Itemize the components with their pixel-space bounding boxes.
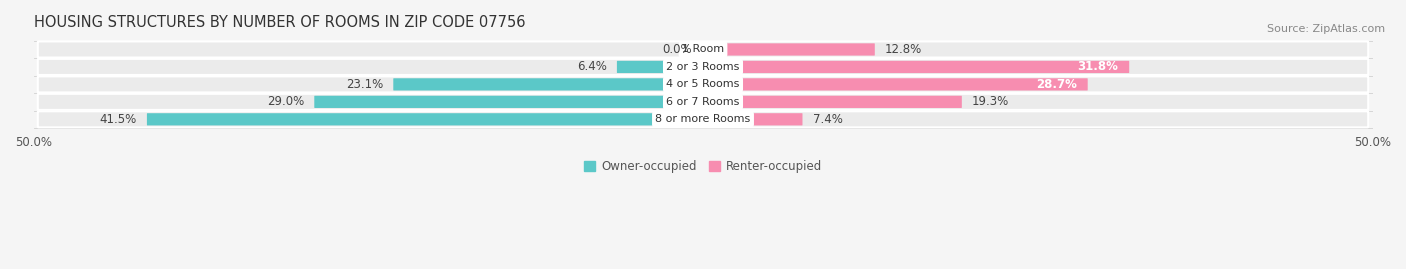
Text: 31.8%: 31.8% <box>1077 61 1118 73</box>
FancyBboxPatch shape <box>394 78 703 90</box>
FancyBboxPatch shape <box>617 61 703 73</box>
Text: 2 or 3 Rooms: 2 or 3 Rooms <box>666 62 740 72</box>
Text: 8 or more Rooms: 8 or more Rooms <box>655 114 751 124</box>
Text: 41.5%: 41.5% <box>100 113 136 126</box>
Text: HOUSING STRUCTURES BY NUMBER OF ROOMS IN ZIP CODE 07756: HOUSING STRUCTURES BY NUMBER OF ROOMS IN… <box>34 15 524 30</box>
FancyBboxPatch shape <box>38 59 1368 75</box>
Text: 29.0%: 29.0% <box>267 95 304 108</box>
Text: 0.0%: 0.0% <box>662 43 692 56</box>
Text: 23.1%: 23.1% <box>346 78 382 91</box>
FancyBboxPatch shape <box>703 61 1129 73</box>
Text: 6 or 7 Rooms: 6 or 7 Rooms <box>666 97 740 107</box>
Text: 7.4%: 7.4% <box>813 113 842 126</box>
FancyBboxPatch shape <box>315 96 703 108</box>
Text: Source: ZipAtlas.com: Source: ZipAtlas.com <box>1267 24 1385 34</box>
FancyBboxPatch shape <box>146 113 703 125</box>
FancyBboxPatch shape <box>703 113 803 125</box>
Text: 6.4%: 6.4% <box>576 61 606 73</box>
FancyBboxPatch shape <box>38 111 1368 127</box>
FancyBboxPatch shape <box>703 43 875 56</box>
Text: 4 or 5 Rooms: 4 or 5 Rooms <box>666 79 740 89</box>
FancyBboxPatch shape <box>38 94 1368 110</box>
Text: 19.3%: 19.3% <box>972 95 1010 108</box>
Text: 1 Room: 1 Room <box>682 44 724 54</box>
Legend: Owner-occupied, Renter-occupied: Owner-occupied, Renter-occupied <box>583 160 823 173</box>
FancyBboxPatch shape <box>703 96 962 108</box>
FancyBboxPatch shape <box>703 78 1088 90</box>
Text: 28.7%: 28.7% <box>1036 78 1077 91</box>
Text: 12.8%: 12.8% <box>886 43 922 56</box>
FancyBboxPatch shape <box>38 41 1368 58</box>
FancyBboxPatch shape <box>38 76 1368 93</box>
